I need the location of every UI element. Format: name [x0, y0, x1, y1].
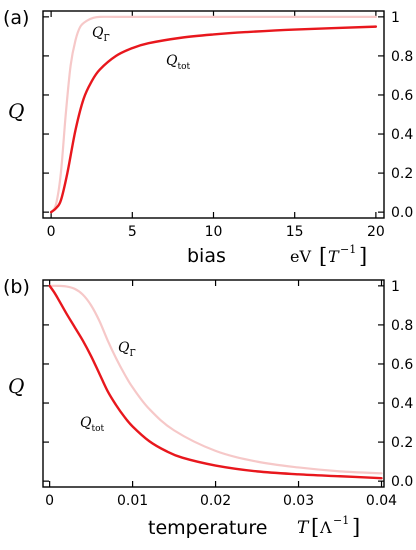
- x-tick-label-a: 5: [128, 224, 137, 240]
- y-tick-label-a: 0.6: [391, 88, 413, 104]
- x-unit-var-a: eV: [290, 247, 311, 266]
- y-tick-label-b: 1: [391, 279, 400, 295]
- x-tick-label-b: 0.03: [283, 493, 314, 509]
- bracket-close-a: ]: [359, 244, 367, 268]
- y-tick-label-b: 0.0: [391, 474, 413, 490]
- series-line-qgamma-a: [50, 15, 377, 214]
- x-tick-label-a: 0: [47, 224, 56, 240]
- y-axis-title-b: Q: [8, 374, 24, 398]
- x-unit-b: T [ Λ −1 ]: [297, 514, 360, 539]
- x-unit-sup-a: −1: [340, 243, 356, 256]
- x-unit-inner-a: T: [328, 247, 340, 266]
- y-tick-label-b: 0.8: [391, 318, 413, 334]
- x-unit-sup-b: −1: [333, 514, 349, 527]
- x-unit-a: eV [ T −1 ]: [290, 243, 367, 268]
- x-tick-label-a: 15: [286, 224, 304, 240]
- y-tick-label-a: 1: [391, 10, 400, 26]
- y-tick-label-a: 0.8: [391, 49, 413, 65]
- x-tick-label-b: 0: [45, 493, 54, 509]
- y-tick-label-b: 0.2: [391, 435, 413, 451]
- series-label-qtot-a: Qtot: [166, 53, 191, 72]
- bracket-close-b: ]: [352, 515, 360, 539]
- series-label-qgamma-a: QΓ̃: [92, 25, 110, 44]
- bracket-open-a: [: [319, 244, 327, 268]
- x-unit-var-b: T: [297, 518, 310, 538]
- x-unit-inner-b: Λ: [319, 518, 332, 537]
- xlabel-a: bias: [187, 245, 226, 267]
- y-axis-title-a: Q: [8, 99, 24, 123]
- series-line-qtot-b: [48, 284, 383, 480]
- ticks-b: 0 0.01 0.02 0.03 0.04 0.0 0.2 0.4 0.6 0.8 1: [43, 279, 413, 509]
- series-b: [48, 284, 383, 480]
- bracket-open-b: [: [311, 515, 319, 539]
- y-tick-label-a: 0.2: [391, 166, 413, 182]
- panel-a: (a) Q 0 5 10 15 200.00.20.40.60.81 QΓ̃ Qtot …: [3, 7, 413, 268]
- plot-frame-a: [42, 10, 385, 219]
- plot-frame-b: [42, 279, 385, 488]
- y-tick-label-b: 0.4: [391, 396, 413, 412]
- xlabel-b: temperature: [148, 517, 267, 539]
- x-tick-label-b: 0.02: [200, 493, 231, 509]
- series-line-qgamma-b: [48, 284, 383, 475]
- series-line-qtot-a: [49, 25, 378, 214]
- x-tick-label-a: 20: [367, 224, 385, 240]
- y-tick-label-b: 0.6: [391, 357, 413, 373]
- ylabel-a: Q: [8, 99, 24, 123]
- ylabel-b: Q: [8, 374, 24, 398]
- panel-label-a: (a): [3, 7, 29, 29]
- series-label-qgamma-b: QΓ̃: [118, 340, 136, 359]
- x-tick-label-b: 0.04: [366, 493, 397, 509]
- ticks-a: 0 5 10 15 20 0.0 0.2 0.4 0.6 0.8 1: [43, 10, 413, 240]
- series-label-qtot-b: Qtot: [80, 415, 105, 434]
- panel-label-b: (b): [3, 276, 30, 298]
- y-tick-label-a: 0.0: [391, 205, 413, 221]
- x-tick-label-a: 10: [205, 224, 223, 240]
- series-a: [49, 15, 378, 214]
- panel-b: (b) Q 0 0.01 0.02 0.03 0.040.00.20.40.60.81 …: [3, 276, 413, 539]
- y-tick-label-a: 0.4: [391, 127, 413, 143]
- x-tick-label-b: 0.01: [117, 493, 148, 509]
